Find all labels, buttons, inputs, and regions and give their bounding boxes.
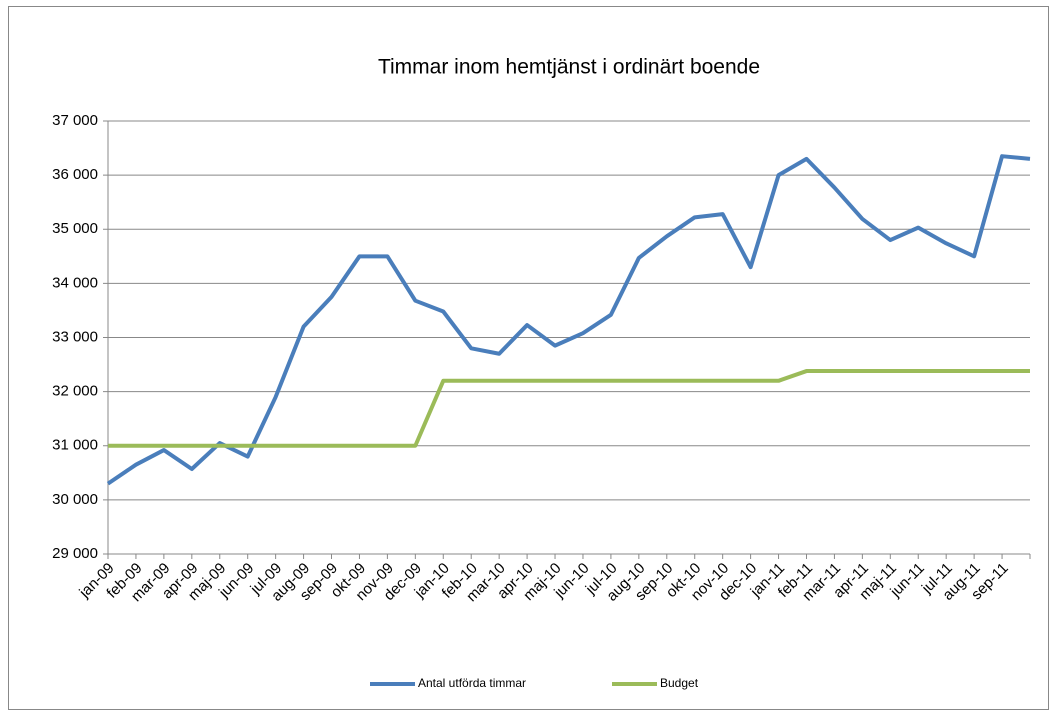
- y-tick-label: 34 000: [52, 274, 98, 291]
- data-line: [108, 369, 1030, 448]
- y-tick-label: 36 000: [52, 166, 98, 183]
- chart-title: Timmar inom hemtjänst i ordinärt boende: [378, 56, 760, 79]
- legend-label: Antal utförda timmar: [418, 676, 526, 690]
- data-line: [106, 154, 1031, 486]
- y-tick-label: 32 000: [52, 383, 98, 400]
- y-tick-label: 29 000: [52, 545, 98, 562]
- y-tick-label: 33 000: [52, 328, 98, 345]
- legend-label: Budget: [660, 676, 699, 690]
- y-tick-label: 35 000: [52, 220, 98, 237]
- chart-border: [8, 6, 1049, 710]
- y-tick-label: 31 000: [52, 437, 98, 454]
- y-tick-label: 37 000: [52, 112, 98, 129]
- y-tick-label: 30 000: [52, 491, 98, 508]
